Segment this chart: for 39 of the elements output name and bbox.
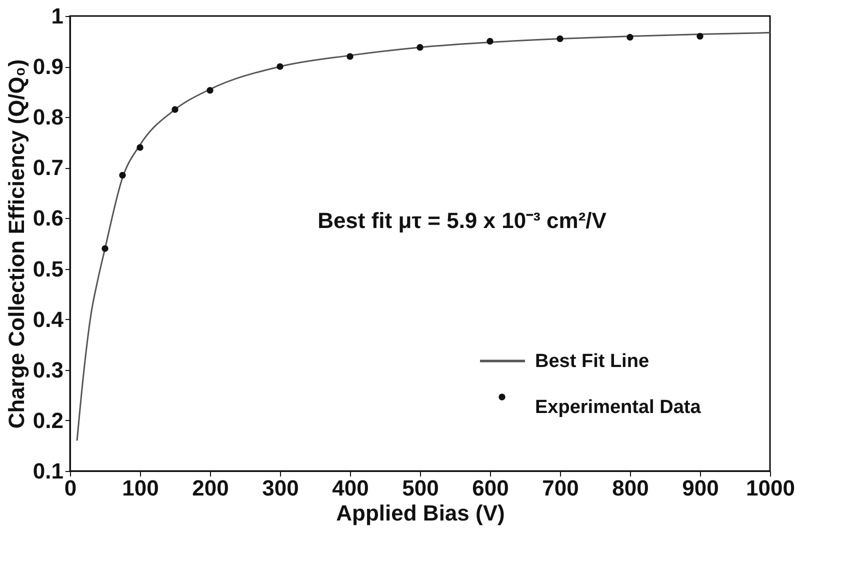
y-tick-label: 0.7 [32, 155, 64, 180]
x-tick-label: 600 [472, 476, 509, 500]
y-tick-label: 0.3 [32, 357, 64, 382]
point [486, 38, 494, 45]
point [136, 144, 144, 151]
y-axis-title: Charge Collection Efficiency (Q/Q₀) [4, 59, 29, 429]
y-tick-label: 0.4 [32, 306, 64, 332]
point [556, 35, 564, 42]
point [119, 172, 126, 179]
point [696, 32, 704, 40]
x-tick-label: 500 [402, 476, 439, 500]
y-tick-label: 0.5 [32, 256, 64, 282]
point [102, 245, 108, 252]
legend-label: Best Fit Line [535, 351, 650, 372]
legend-label: Experimental Data [535, 397, 702, 418]
x-tick-label: 100 [122, 476, 159, 500]
annotation: Best fit μτ = 5.9 x 10⁻³ cm²/V [318, 208, 607, 233]
x-tick-label: 1000 [746, 476, 795, 500]
point [626, 34, 634, 41]
point [346, 53, 354, 60]
y-tick-label: 0.2 [32, 408, 64, 433]
y-tick-label: 0.1 [32, 458, 64, 484]
y-tick-label: 0.9 [32, 54, 64, 80]
y-tick-label: 0.8 [32, 104, 64, 130]
x-axis-title: Applied Bias (V) [336, 500, 505, 526]
x-tick-label: 0 [64, 476, 77, 500]
point [206, 86, 214, 94]
x-tick-label: 800 [612, 476, 649, 500]
x-tick-label: 200 [192, 476, 229, 500]
line-series [76, 32, 771, 442]
x-tick-label: 900 [682, 476, 719, 500]
x-tick-label: 400 [332, 476, 369, 500]
x-tick-label: 300 [262, 476, 299, 500]
point [172, 106, 178, 113]
point [276, 63, 284, 70]
point [416, 44, 424, 51]
x-tick-label: 700 [542, 476, 579, 500]
y-tick-label: 1 [51, 4, 64, 28]
y-tick-label: 0.6 [32, 206, 64, 231]
